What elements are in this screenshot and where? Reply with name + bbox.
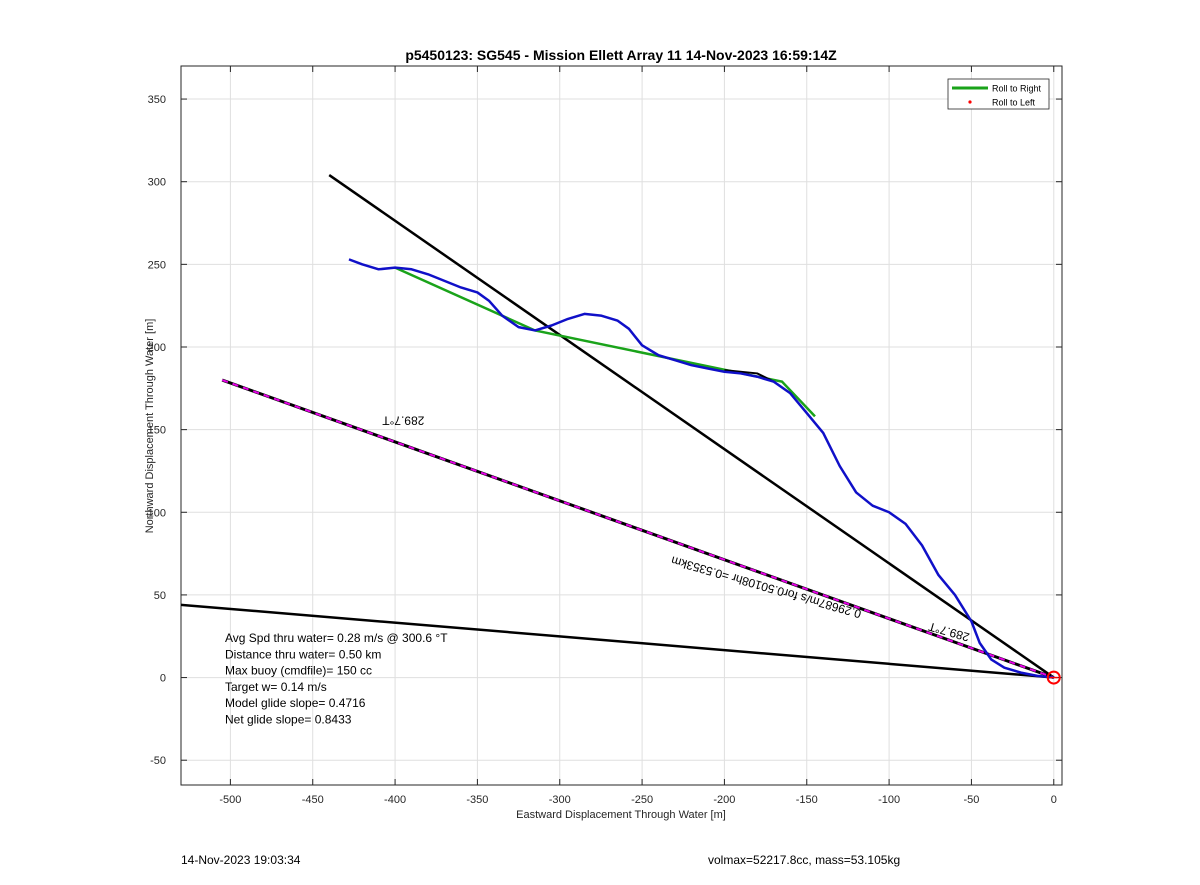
legend-dot-swatch	[968, 100, 972, 104]
x-tick-label: -50	[963, 794, 979, 806]
start-marker	[1046, 670, 1061, 685]
y-tick-label: 0	[160, 673, 166, 685]
stats-text-block: Avg Spd thru water= 0.28 m/s @ 300.6 °T D…	[225, 631, 448, 727]
x-tick-label: -450	[302, 794, 324, 806]
axis-ticks: -500 -450 -400 -350 -300 -250 -200 -150 -100 -50 0…	[148, 66, 1062, 806]
y-tick-label: 250	[148, 259, 166, 271]
stats-line: Net glide slope= 0.8433	[225, 713, 352, 727]
legend-label: Roll to Left	[992, 98, 1036, 108]
legend: Roll to Right Roll to Left	[947, 78, 1050, 110]
series-roll-to-right	[394, 266, 816, 418]
y-tick-label: 150	[148, 425, 166, 437]
series-line-lower	[181, 603, 1054, 679]
stats-line: Max buoy (cmdfile)= 150 cc	[225, 664, 372, 678]
x-tick-label: -250	[631, 794, 653, 806]
x-tick-label: -300	[549, 794, 571, 806]
footer-mass-info: volmax=52217.8cc, mass=53.105kg	[708, 853, 901, 867]
x-tick-label: -100	[878, 794, 900, 806]
x-tick-label: -350	[466, 794, 488, 806]
y-tick-label: -50	[150, 755, 166, 767]
x-axis-label: Eastward Displacement Through Water [m]	[516, 809, 726, 821]
stats-line: Distance thru water= 0.50 km	[225, 647, 381, 661]
legend-label: Roll to Right	[992, 84, 1042, 94]
y-axis-label: Northward Displacement Through Water [m]	[144, 319, 156, 534]
footer-timestamp: 14-Nov-2023 19:03:34	[181, 853, 301, 867]
stats-line: Model glide slope= 0.4716	[225, 696, 366, 710]
y-tick-label: 100	[148, 507, 166, 519]
annotation-label: 0.29687m/s for0.50108hr =0.5353km	[669, 553, 862, 621]
series-layer	[181, 174, 1061, 685]
annotation-label: 289.7°T	[382, 413, 425, 427]
y-tick-label: 300	[148, 177, 166, 189]
series-dashed-heading-dash	[221, 379, 1055, 679]
y-tick-label: 50	[154, 590, 166, 602]
chart-title: p5450123: SG545 - Mission Ellett Array 1…	[405, 47, 837, 63]
series-track	[348, 258, 1054, 679]
series-line-upper	[328, 174, 1055, 679]
x-tick-label: -400	[384, 794, 406, 806]
plot-area	[181, 174, 1055, 679]
x-tick-label: -500	[219, 794, 241, 806]
y-tick-label: 350	[148, 94, 166, 106]
y-tick-label: 200	[148, 342, 166, 354]
x-tick-label: 0	[1051, 794, 1057, 806]
x-tick-label: -150	[796, 794, 818, 806]
grid-lines	[181, 66, 1062, 785]
axes-frame	[180, 65, 1063, 786]
legend-box	[947, 78, 1050, 110]
stats-line: Avg Spd thru water= 0.28 m/s @ 300.6 °T	[225, 631, 448, 645]
stats-line: Target w= 0.14 m/s	[225, 680, 327, 694]
x-tick-label: -200	[713, 794, 735, 806]
